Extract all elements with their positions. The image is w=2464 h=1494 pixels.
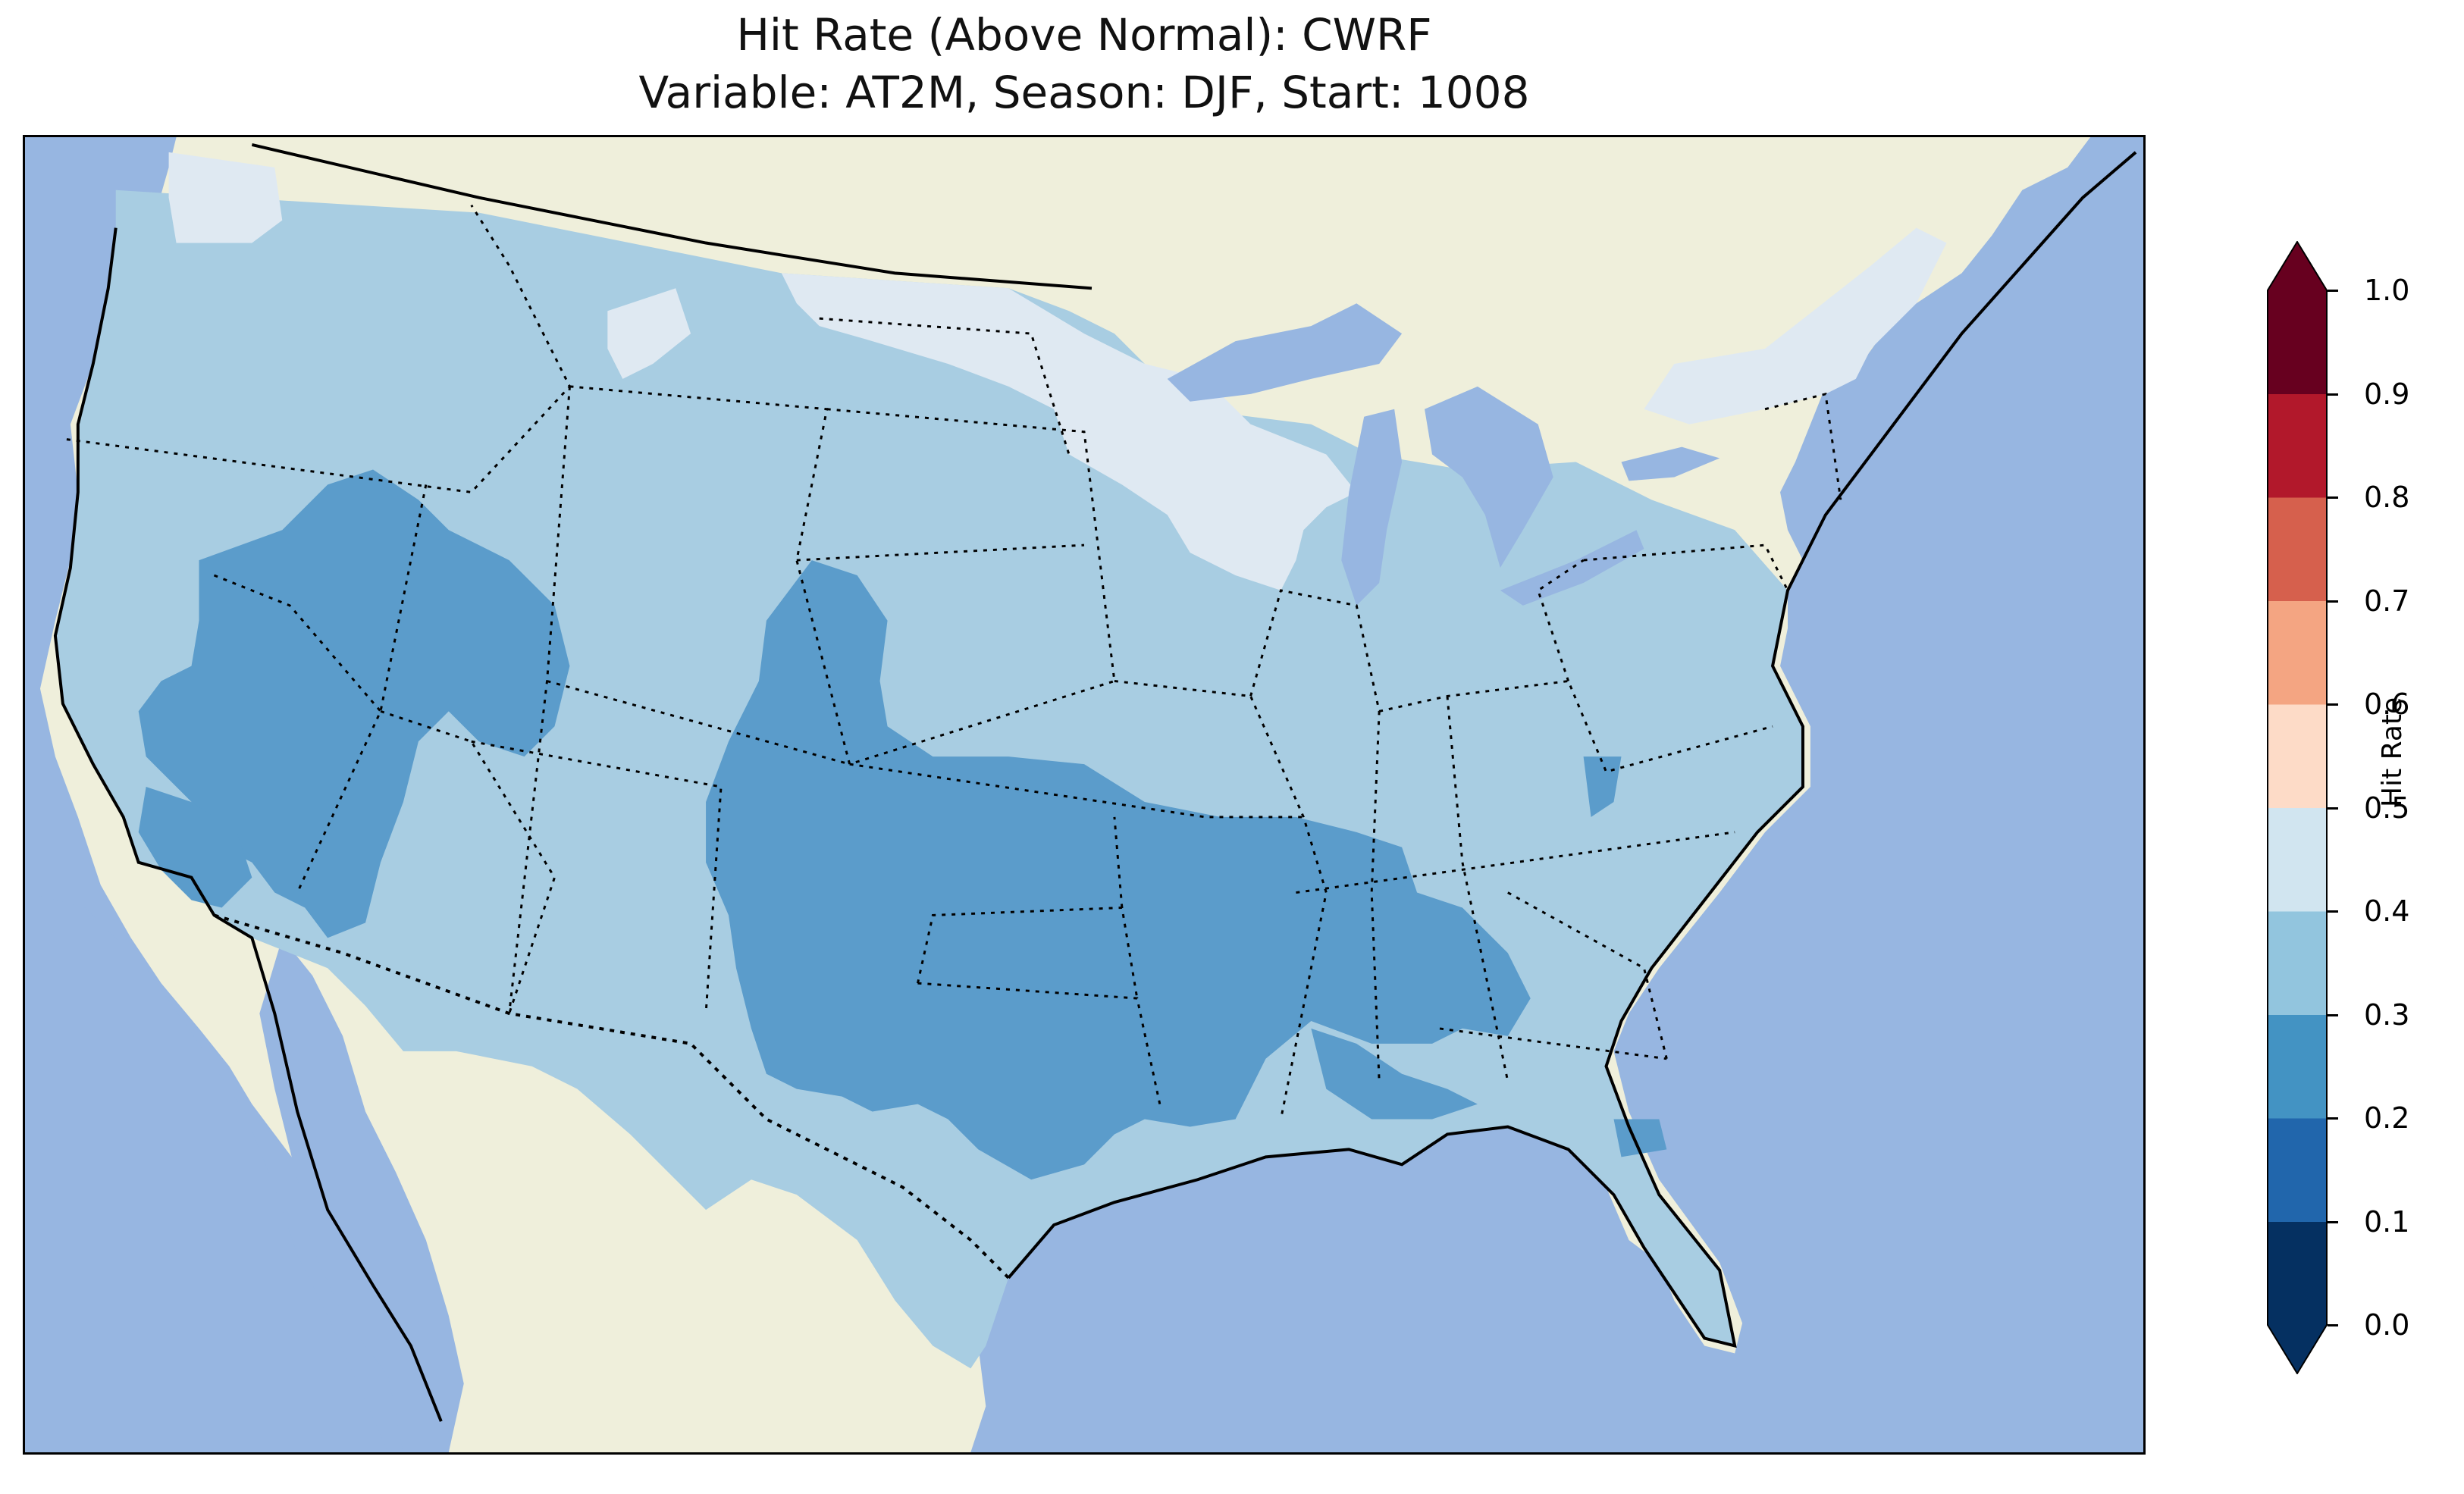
colorbar-bin-0.9-1 [2267,290,2328,394]
colorbar-bin-0.7-0.8 [2267,497,2328,601]
colorbar-bin-0.2-0.3 [2267,1014,2328,1119]
colorbar-tick-label: 0.3 [2364,998,2410,1032]
lake-superior [1167,303,1403,402]
hit-rate-region-0.4-0.5-upper-midwest [781,273,1357,590]
coastline [53,151,2137,1422]
hit-rate-region-0.2-0.3-california [138,787,252,908]
colorbar-tick-label: 0.2 [2364,1101,2410,1135]
colorbar-bin-0.6-0.7 [2267,600,2328,705]
colorbar-tick-label: 0.6 [2364,687,2410,721]
colorbar-tick-mark [2328,1013,2338,1016]
colorbar-bin-0.1-0.2 [2267,1118,2328,1222]
colorbar-tick-label: 0.8 [2364,481,2410,514]
hit-rate-region-0.2-0.3-great-basin [138,469,570,938]
hit-rate-region-0.2-0.3-southern-plains [706,560,1531,1180]
colorbar-tick-label: 0.4 [2364,894,2410,928]
colorbar-bin-0.8-0.9 [2267,393,2328,498]
colorbar-tick-mark [2328,1117,2338,1120]
us-hit-rate-map [25,137,2143,1452]
colorbar-bin-0.3-0.4 [2267,911,2328,1015]
lake-michigan [1341,409,1403,606]
hit-rate-region-0.2-0.3-virginia [1583,756,1622,817]
colorbar-tick-mark [2328,290,2338,292]
colorbar-label: Hit Rate [2377,697,2408,807]
colorbar-extend-min [2267,1325,2328,1374]
colorbar-tick-mark [2328,910,2338,913]
colorbar-extend-max [2267,241,2328,290]
lake-ontario [1621,446,1720,481]
colorbar-tick-mark [2328,1220,2338,1223]
colorbar-tick-mark [2328,807,2338,810]
colorbar-tick-mark [2328,1324,2338,1326]
chart-title-line1: Hit Rate (Above Normal): CWRF [736,9,1432,61]
state-borders [66,204,1842,1120]
gulf-of-california [259,938,464,1452]
colorbar-tick-label: 0.5 [2364,791,2410,825]
pacific-baja [25,892,388,1452]
colorbar-tick-label: 0.0 [2364,1308,2410,1342]
colorbar-tick-mark [2328,393,2338,396]
colorbar-outline [2267,241,2328,1374]
us-canada-border [251,143,1092,290]
colorbar-tick-mark [2328,600,2338,603]
colorbar-bin-0.5-0.6 [2267,704,2328,808]
lake-erie [1500,530,1644,606]
colorbar-tick-label: 0.9 [2364,377,2410,411]
hit-rate-region-0.4-0.5-montana [607,288,691,379]
hit-rate-region-0.2-0.3-gulf-coast [1311,1028,1478,1120]
map-panel [23,135,2146,1455]
colorbar-bin-0-0.1 [2267,1221,2328,1326]
colorbar-tick-label: 0.1 [2364,1204,2410,1239]
colorbar-tick-label: 1.0 [2364,274,2410,307]
colorbar [2267,241,2328,1374]
hit-rate-region-0.4-0.5-northwest [168,152,283,243]
colorbar-bin-0.4-0.5 [2267,807,2328,912]
chart-title-line2: Variable: AT2M, Season: DJF, Start: 1008 [638,67,1530,118]
lake-huron [1425,386,1553,568]
us-mexico-border [213,913,1010,1279]
colorbar-tick-mark [2328,496,2338,499]
hit-rate-region-0.4-0.5-northeast [1644,227,1947,424]
colorbar-tick-label: 0.7 [2364,584,2410,618]
colorbar-tick-mark [2328,703,2338,706]
hit-rate-region-0.2-0.3-florida [1613,1119,1667,1157]
